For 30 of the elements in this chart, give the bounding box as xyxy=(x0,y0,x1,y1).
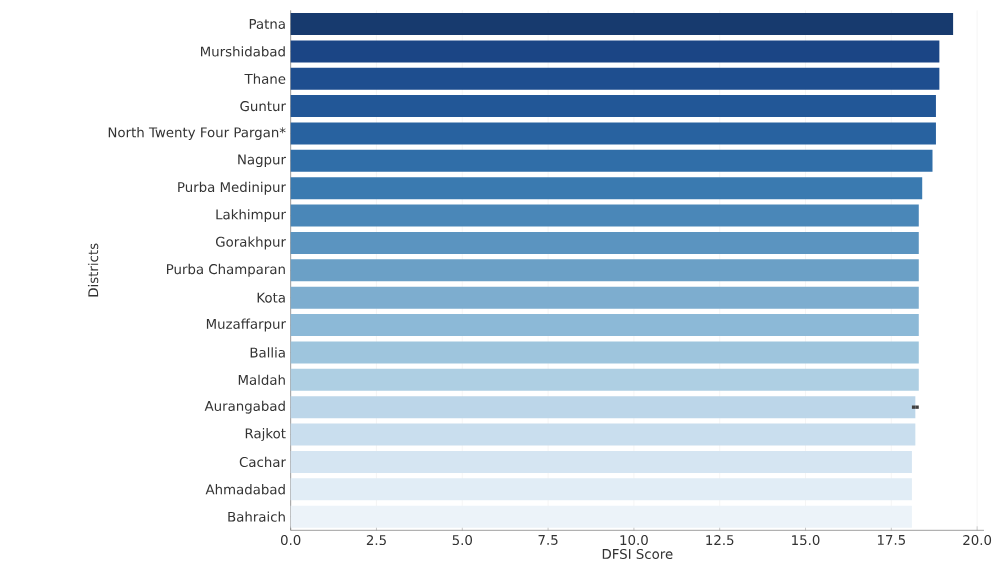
x-tick-label: 10.0 xyxy=(620,535,648,546)
y-tick-label: North Twenty Four Pargan* xyxy=(108,127,286,140)
y-axis-title: Districts xyxy=(87,243,99,297)
y-tick-label: Ballia xyxy=(250,347,285,358)
y-tick-label: Muzaffarpur xyxy=(206,318,286,332)
y-tick-label: Kota xyxy=(257,292,285,303)
x-tick-label: 2.5 xyxy=(366,535,386,546)
y-tick-label: Rajkot xyxy=(245,428,286,441)
y-tick-label: Maldah xyxy=(238,374,285,385)
x-tick-label: 7.5 xyxy=(538,535,558,545)
y-tick-label: Thane xyxy=(244,73,286,84)
x-tick-label: 0.0 xyxy=(280,535,301,546)
y-tick-label: Purba Champaran xyxy=(167,263,285,277)
y-tick-label: Guntur xyxy=(240,101,286,112)
y-tick-label: Ahmadabad xyxy=(205,484,285,495)
y-tick-label: Patna xyxy=(249,19,285,29)
x-axis-title: DFSI Score xyxy=(602,548,673,560)
x-tick-label: 17.5 xyxy=(877,535,905,545)
y-tick-label: Aurangabad xyxy=(204,400,285,414)
y-tick-label: Murshidabad xyxy=(201,46,285,57)
y-tick-label: Nagpur xyxy=(238,154,286,168)
y-tick-label: Cachar xyxy=(239,456,286,468)
x-tick-label: 15.0 xyxy=(792,535,820,546)
x-tick-label: 12.5 xyxy=(706,535,734,546)
y-tick-label: Purba Medinipur xyxy=(178,181,286,195)
y-tick-label: Lakhimpur xyxy=(216,209,286,223)
x-tick-label: 5.0 xyxy=(452,535,473,546)
y-tick-label: Bahraich xyxy=(228,511,285,522)
y-tick-label: Gorakhpur xyxy=(216,236,286,250)
x-tick-label: 20.0 xyxy=(963,535,992,546)
